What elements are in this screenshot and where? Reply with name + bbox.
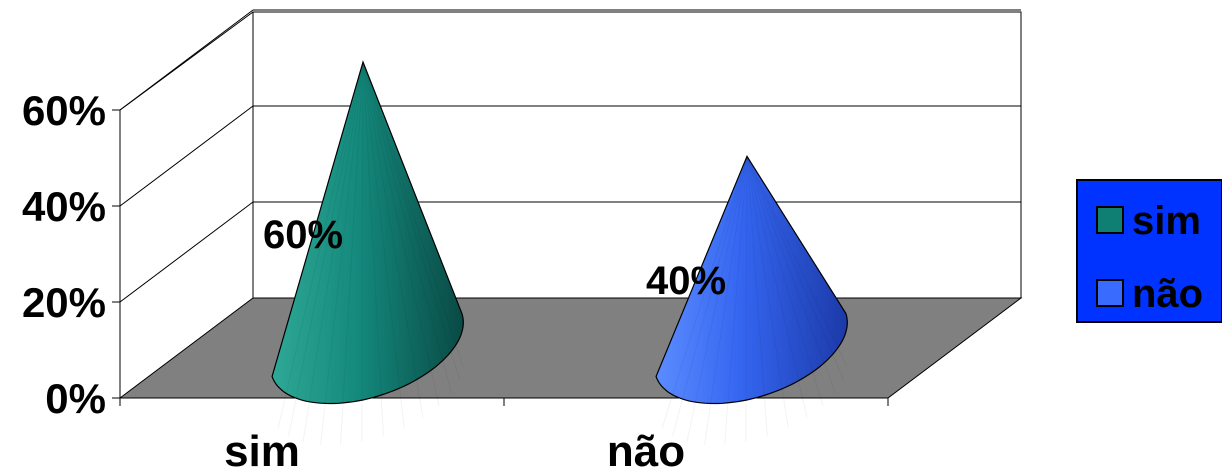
cone-shading <box>686 156 748 443</box>
cone-shading <box>362 61 440 406</box>
cone-shading <box>362 61 424 418</box>
cone-shading <box>746 156 768 437</box>
category-labels: sim não <box>224 427 685 472</box>
y-tick-label: 0% <box>45 375 106 422</box>
cone-shading <box>277 61 364 429</box>
y-axis-ticks: 0% 20% 40% 60% <box>22 87 120 422</box>
category-label-nao: não <box>607 427 685 472</box>
cone-shading <box>661 156 748 429</box>
legend-label-sim: sim <box>1132 199 1201 243</box>
cone-shading <box>746 156 824 406</box>
cone-shading <box>340 61 364 445</box>
cone-shading <box>724 156 748 445</box>
legend-swatch-sim <box>1096 206 1124 234</box>
cone-shading <box>746 156 845 380</box>
cone-shading <box>362 61 461 380</box>
cone-shading <box>362 61 464 368</box>
x-axis-ticks <box>119 398 889 406</box>
gridline-side <box>119 9 254 111</box>
cone-shading <box>361 61 364 442</box>
category-label-sim: sim <box>224 427 300 472</box>
legend-label-nao: não <box>1132 272 1203 316</box>
cone-shading <box>746 156 808 418</box>
legend: sim não <box>1076 179 1222 323</box>
legend-swatch-nao <box>1096 279 1124 307</box>
cone-shading <box>362 61 405 428</box>
data-label-sim: 60% <box>263 213 343 257</box>
cone-shading <box>288 61 364 437</box>
gridlines <box>119 9 1021 303</box>
cone-sim <box>271 60 464 405</box>
chart-floor <box>118 297 1023 399</box>
cone-shading <box>320 61 364 445</box>
cone-shading <box>302 61 364 443</box>
series-cones <box>271 60 848 445</box>
y-tick-label: 40% <box>22 183 106 230</box>
cone-shading <box>704 156 748 445</box>
cone-shading <box>362 61 452 393</box>
data-label-nao: 40% <box>646 259 726 303</box>
y-tick-label: 60% <box>22 87 106 134</box>
cone-shading <box>362 61 384 437</box>
cone-shading <box>746 156 848 368</box>
gridline-side <box>119 105 254 207</box>
gridline-side <box>119 201 254 303</box>
cone-shading <box>746 156 789 428</box>
cone-shading <box>672 156 748 437</box>
y-tick-label: 20% <box>22 279 106 326</box>
cone-nao <box>655 155 848 405</box>
cone-shading <box>746 156 836 393</box>
data-labels: 60% 40% <box>263 213 726 303</box>
cone-shading <box>745 156 748 442</box>
